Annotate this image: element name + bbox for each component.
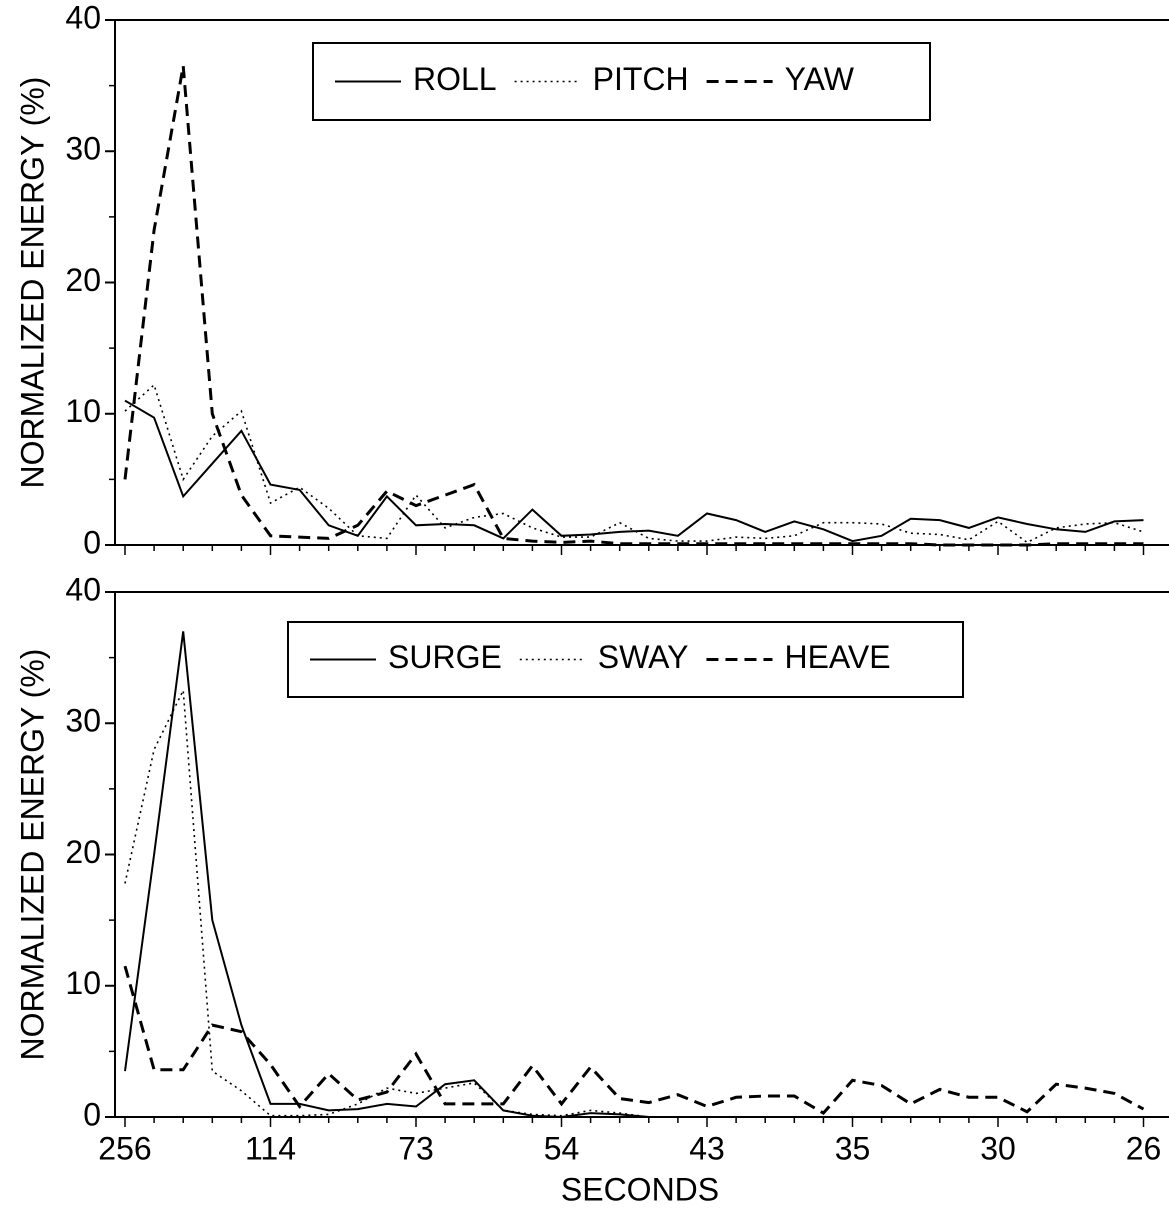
y-tick-label: 0 [83,1096,101,1132]
x-tick-label: 114 [245,1130,296,1166]
x-tick-label: 30 [980,1130,1016,1166]
series-line [123,965,1145,1116]
y-tick-label: 30 [65,703,101,739]
x-tick-label: 43 [689,1130,725,1166]
y-tick-label: 20 [65,262,101,298]
x-tick-label: 73 [398,1130,434,1166]
legend-label: YAW [785,61,855,97]
series-line [123,65,1144,547]
legend-label: HEAVE [784,639,890,675]
x-tick-label: 54 [544,1130,580,1166]
legend-box [287,621,964,698]
x-tick-label: 35 [835,1130,871,1166]
y-tick-label: 10 [65,393,101,429]
legend-label: SWAY [598,639,689,675]
x-tick-label: 26 [1126,1130,1162,1166]
y-tick-label: 10 [65,965,101,1001]
legend-label: ROLL [413,61,497,97]
y-axis-label: NORMALIZED ENERGY (%) [14,77,50,489]
y-axis-label: NORMALIZED ENERGY (%) [14,649,50,1061]
legend-box [312,42,931,121]
legend-label: SURGE [388,639,502,675]
series-line [124,383,1144,544]
legend-label: PITCH [593,61,689,97]
x-axis-label: SECONDS [561,1171,719,1207]
x-tick-label: 256 [98,1130,151,1166]
y-tick-label: 30 [65,131,101,167]
series-line [124,399,1144,543]
y-tick-label: 20 [65,834,101,870]
series-line [124,631,1144,1119]
y-tick-label: 0 [83,524,101,560]
y-tick-label: 40 [65,571,101,607]
series-line [124,687,1144,1118]
y-tick-label: 40 [65,0,101,35]
